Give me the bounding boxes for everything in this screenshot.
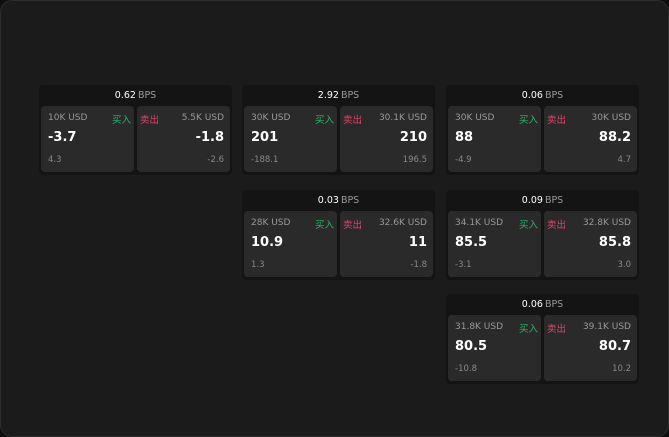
sell-size: 5.5K USD — [181, 113, 224, 123]
sell-price: 88.2 — [598, 130, 631, 145]
buy-label: 买入 — [314, 220, 334, 231]
buy-label: 买入 — [518, 324, 538, 335]
sell-button[interactable]: 卖出 39.1K USD 80.7 10.2 — [544, 315, 637, 381]
buy-button[interactable]: 28K USD 买入 10.9 1.3 — [244, 211, 337, 277]
quote-card: 0.09 BPS 34.1K USD 买入 85.5 -3.1 卖出 32.8K … — [446, 190, 639, 280]
spread-unit: BPS — [137, 90, 157, 101]
sell-change: 3.0 — [617, 260, 631, 270]
buy-size: 31.8K USD — [455, 322, 504, 332]
buy-label: 买入 — [314, 115, 334, 126]
spread-value: 0.06 — [521, 299, 543, 310]
sell-label: 卖出 — [140, 115, 160, 126]
buy-size: 30K USD — [251, 113, 291, 123]
buy-change: 1.3 — [251, 260, 265, 270]
sell-change: 4.7 — [617, 155, 631, 165]
spread-unit: BPS — [544, 299, 564, 310]
spread-unit: BPS — [340, 195, 360, 206]
spread-value: 2.92 — [317, 90, 339, 101]
sell-button[interactable]: 卖出 30K USD 88.2 4.7 — [544, 106, 637, 172]
quote-card: 0.03 BPS 28K USD 买入 10.9 1.3 卖出 32.6K USD… — [242, 190, 435, 280]
buy-change: -188.1 — [251, 155, 279, 165]
buy-label: 买入 — [518, 220, 538, 231]
spread-unit: BPS — [544, 195, 564, 206]
sell-label: 卖出 — [343, 220, 363, 231]
buy-size: 28K USD — [251, 218, 291, 228]
buy-button[interactable]: 31.8K USD 买入 80.5 -10.8 — [448, 315, 541, 381]
spread-value: 0.09 — [521, 195, 543, 206]
buy-price: 88 — [455, 130, 474, 145]
sell-change: -1.8 — [410, 260, 427, 270]
quote-card: 0.06 BPS 30K USD 买入 88 -4.9 卖出 30K USD 88… — [446, 85, 639, 175]
quote-card: 0.06 BPS 31.8K USD 买入 80.5 -10.8 卖出 39.1K… — [446, 294, 639, 384]
sell-price: -1.8 — [195, 130, 224, 145]
sell-size: 32.6K USD — [378, 218, 427, 228]
buy-price: -3.7 — [48, 130, 77, 145]
buy-change: -3.1 — [455, 260, 472, 270]
spread-value: 0.62 — [114, 90, 136, 101]
spread-header: 0.09 BPS — [446, 190, 639, 211]
sell-change: -2.6 — [207, 155, 224, 165]
buy-button[interactable]: 30K USD 买入 88 -4.9 — [448, 106, 541, 172]
spread-value: 0.03 — [317, 195, 339, 206]
buy-change: -4.9 — [455, 155, 472, 165]
spread-unit: BPS — [340, 90, 360, 101]
sell-size: 30.1K USD — [378, 113, 427, 123]
sell-price: 11 — [408, 235, 427, 250]
quote-card: 0.62 BPS 10K USD 买入 -3.7 4.3 卖出 5.5K USD … — [39, 85, 232, 175]
buy-button[interactable]: 30K USD 买入 201 -188.1 — [244, 106, 337, 172]
buy-change: -10.8 — [455, 364, 477, 374]
sell-label: 卖出 — [343, 115, 363, 126]
sell-button[interactable]: 卖出 5.5K USD -1.8 -2.6 — [137, 106, 230, 172]
buy-button[interactable]: 34.1K USD 买入 85.5 -3.1 — [448, 211, 541, 277]
spread-value: 0.06 — [521, 90, 543, 101]
spread-unit: BPS — [544, 90, 564, 101]
spread-header: 0.06 BPS — [446, 294, 639, 315]
buy-size: 30K USD — [455, 113, 495, 123]
buy-size: 10K USD — [48, 113, 88, 123]
sell-button[interactable]: 卖出 32.6K USD 11 -1.8 — [340, 211, 433, 277]
sell-size: 32.8K USD — [582, 218, 631, 228]
buy-change: 4.3 — [48, 155, 62, 165]
buy-button[interactable]: 10K USD 买入 -3.7 4.3 — [41, 106, 134, 172]
buy-price: 201 — [251, 130, 279, 145]
buy-label: 买入 — [111, 115, 131, 126]
spread-header: 0.62 BPS — [39, 85, 232, 106]
buy-price: 80.5 — [455, 339, 488, 354]
spread-header: 2.92 BPS — [242, 85, 435, 106]
buy-price: 85.5 — [455, 235, 488, 250]
sell-price: 80.7 — [598, 339, 631, 354]
spread-header: 0.03 BPS — [242, 190, 435, 211]
sell-button[interactable]: 卖出 30.1K USD 210 196.5 — [340, 106, 433, 172]
buy-label: 买入 — [518, 115, 538, 126]
buy-price: 10.9 — [251, 235, 284, 250]
sell-button[interactable]: 卖出 32.8K USD 85.8 3.0 — [544, 211, 637, 277]
sell-label: 卖出 — [547, 220, 567, 231]
sell-size: 39.1K USD — [582, 322, 631, 332]
sell-size: 30K USD — [591, 113, 631, 123]
sell-price: 85.8 — [598, 235, 631, 250]
sell-price: 210 — [399, 130, 427, 145]
quote-card: 2.92 BPS 30K USD 买入 201 -188.1 卖出 30.1K U… — [242, 85, 435, 175]
sell-label: 卖出 — [547, 115, 567, 126]
sell-change: 196.5 — [402, 155, 427, 165]
sell-label: 卖出 — [547, 324, 567, 335]
spread-header: 0.06 BPS — [446, 85, 639, 106]
buy-size: 34.1K USD — [455, 218, 504, 228]
sell-change: 10.2 — [612, 364, 631, 374]
